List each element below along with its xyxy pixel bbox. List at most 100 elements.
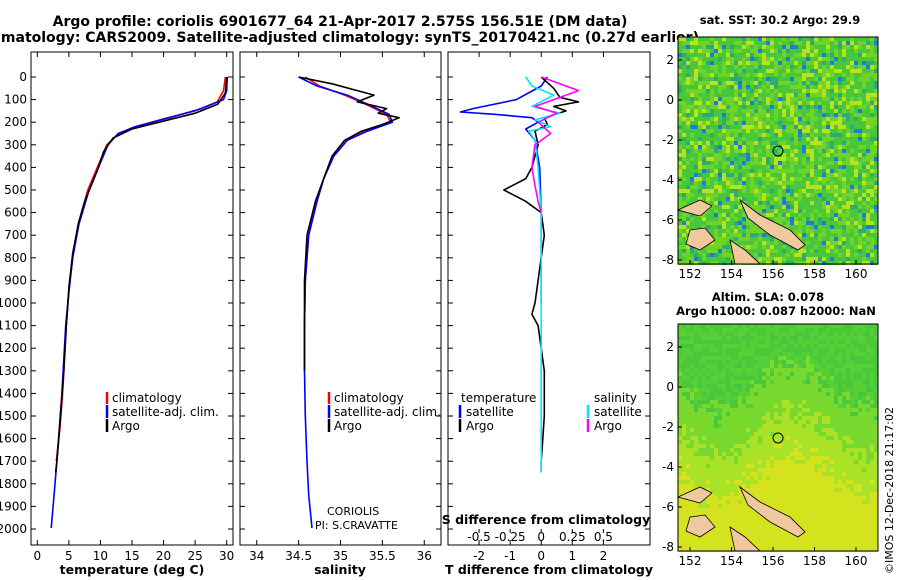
map-cell [710,420,714,424]
map-cell [866,404,870,408]
map-cell [730,57,734,61]
map-cell [822,173,826,177]
map-cell [818,153,822,157]
map-cell [790,436,794,440]
map-cell [854,444,858,448]
map-cell [770,61,774,65]
map-cell [810,436,814,440]
map-cell [702,416,706,420]
map-cell [738,153,742,157]
map-cell [742,185,746,189]
map-cell [822,356,826,360]
map-cell [842,332,846,336]
map-cell [678,129,682,133]
map-cell [814,141,818,145]
map-cell [702,105,706,109]
map-cell [694,360,698,364]
map-cell [822,336,826,340]
map-cell [838,153,842,157]
map-cell [818,257,822,261]
map-cell [822,408,826,412]
map-cell [778,117,782,121]
map-cell [682,173,686,177]
map-cell [806,73,810,77]
map-cell [742,229,746,233]
map-cell [866,440,870,444]
map-cell [750,400,754,404]
map-cell [798,221,802,225]
map-cell [850,253,854,257]
map-cell [834,117,838,121]
map-cell [842,464,846,468]
map-cell [750,368,754,372]
map-cell [846,233,850,237]
map-cell [686,372,690,376]
map-cell [762,181,766,185]
map-cell [846,237,850,241]
map-cell [690,189,694,193]
map-cell [746,448,750,452]
legend-title-salinity: salinity [594,391,637,405]
map-cell [794,117,798,121]
map-cell [798,161,802,165]
map-cell [706,181,710,185]
map-cell [830,404,834,408]
map-cell [730,89,734,93]
legend-label-temp-satellite: satellite [466,405,514,419]
map-cell [830,344,834,348]
map-cell [846,249,850,253]
map-cell [810,205,814,209]
map-cell [834,109,838,113]
map-cell [822,237,826,241]
map-cell [866,249,870,253]
top-x-tick-label: 0.5 [594,530,613,544]
map-cell [774,205,778,209]
map-cell [722,440,726,444]
map-cell [714,332,718,336]
map-cell [830,125,834,129]
map-cell [722,205,726,209]
map-cell [850,41,854,45]
map-cell [702,121,706,125]
map-cell [874,340,878,344]
map-cell [706,404,710,408]
map-cell [846,77,850,81]
map-cell [746,37,750,41]
map-cell [810,440,814,444]
map-cell [850,193,854,197]
map-cell [858,37,862,41]
map-cell [802,49,806,53]
map-cell [754,93,758,97]
map-cell [750,360,754,364]
map-cell [810,412,814,416]
map-cell [770,448,774,452]
map-cell [858,213,862,217]
map-cell [774,97,778,101]
map-cell [702,324,706,328]
map-cell [854,452,858,456]
map-cell [806,193,810,197]
map-cell [826,81,830,85]
map-cell [698,460,702,464]
map-cell [678,153,682,157]
map-cell [766,324,770,328]
map-cell [746,440,750,444]
map-cell [830,360,834,364]
map-cell [738,81,742,85]
sst-map [676,37,878,265]
map-cell [802,165,806,169]
map-cell [770,49,774,53]
difference-legend: temperature satellite Argo salinity sate… [458,391,642,433]
map-cell [734,440,738,444]
map-cell [854,73,858,77]
map-cell [774,344,778,348]
depth-tick-label: 300 [4,138,27,152]
map-cell [830,73,834,77]
map-cell [850,45,854,49]
map-cell [798,249,802,253]
map-cell [814,233,818,237]
map-cell [714,189,718,193]
map-cell [822,380,826,384]
map-cell [810,424,814,428]
map-cell [678,356,682,360]
